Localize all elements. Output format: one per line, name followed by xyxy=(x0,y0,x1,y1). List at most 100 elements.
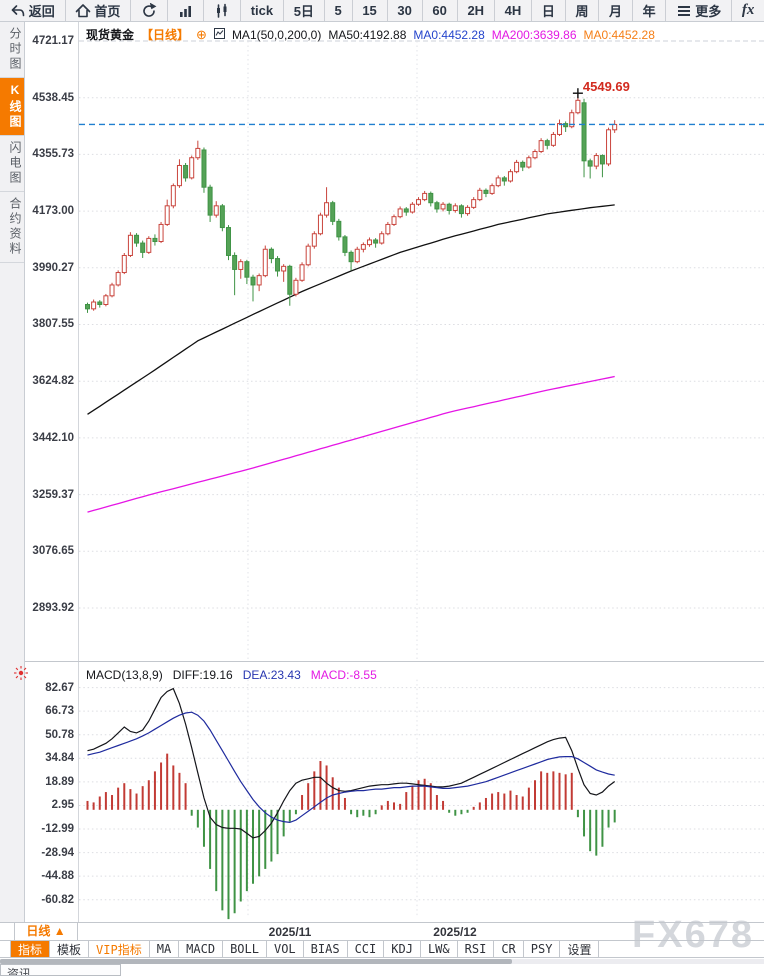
macd-y-tick: -60.82 xyxy=(41,893,74,906)
indicator-tab-设置[interactable]: 设置 xyxy=(560,941,600,957)
high-price-annotation: 4549.69 xyxy=(582,79,630,95)
watermark: FX678 xyxy=(632,914,754,956)
ma200-value: MA200:3639.86 xyxy=(491,27,577,42)
indicator-tab-CCI[interactable]: CCI xyxy=(348,941,385,957)
refresh-icon xyxy=(143,2,157,17)
toolbar-label-h2: 2H xyxy=(467,3,485,18)
main-y-tick: 3624.82 xyxy=(32,375,74,388)
ma0-orange-value: MA0:4452.28 xyxy=(583,27,655,42)
indicator-tab-VIP指标[interactable]: VIP指标 xyxy=(89,941,150,957)
indicator-tab-MA[interactable]: MA xyxy=(150,941,180,957)
toolbar-item-m5[interactable]: 5 xyxy=(325,0,353,21)
toolbar-label-m30: 30 xyxy=(397,3,412,18)
macd-header: MACD(13,8,9) DIFF:19.16 DEA:23.43 MACD:-… xyxy=(86,668,377,682)
toolbar-item-year[interactable]: 年 xyxy=(633,0,667,21)
toolbar-item-month[interactable]: 月 xyxy=(599,0,633,21)
home-icon xyxy=(76,3,91,17)
sidebar-tab-闪电图[interactable]: 闪电图 xyxy=(0,136,24,192)
candlestick-icon xyxy=(217,3,227,18)
x-axis-label: 2025/11 xyxy=(268,925,312,939)
toolbar-item-candlestick[interactable] xyxy=(204,0,241,21)
chart-type-sidebar: 分时图 K线图 闪电图 合约资料 xyxy=(0,22,25,922)
macd-y-tick: 66.73 xyxy=(45,705,74,718)
indicator-tab-BIAS[interactable]: BIAS xyxy=(304,941,348,957)
toolbar-item-m60[interactable]: 60 xyxy=(423,0,458,21)
toolbar-label-more: 更多 xyxy=(695,4,722,19)
toolbar-item-back[interactable]: 返回 xyxy=(0,0,66,21)
indicator-tab-KDJ[interactable]: KDJ xyxy=(384,941,421,957)
toolbar-item-home[interactable]: 首页 xyxy=(66,0,132,21)
macd-y-tick: -28.94 xyxy=(41,846,74,859)
toolbar-label-day: 日 xyxy=(541,4,555,19)
macd-value: MACD:-8.55 xyxy=(310,668,377,682)
indicator-tab-MACD[interactable]: MACD xyxy=(179,941,224,957)
indicator-tab-PSY[interactable]: PSY xyxy=(524,941,561,957)
indicator-tab-LW&[interactable]: LW& xyxy=(421,941,458,957)
toolbar-item-bar-chart[interactable] xyxy=(168,0,205,21)
top-toolbar: 返回 首页 tick 5日 5 15 30 60 2H 4H 日 周 月 年 更多 fx xyxy=(0,0,764,22)
indicator-tab-bar: 指标 模板 VIP指标 MA MACD BOLL VOL BIAS CCI KDJ LW& RSI CR… xyxy=(0,940,764,958)
toolbar-label-m15: 15 xyxy=(362,3,377,18)
macd-dea-value: DEA:23.43 xyxy=(242,668,301,682)
toolbar-item-refresh[interactable] xyxy=(131,0,168,21)
toolbar-item-m30[interactable]: 30 xyxy=(388,0,423,21)
indicator-tab-模板[interactable]: 模板 xyxy=(50,941,90,957)
main-y-tick: 4538.45 xyxy=(32,91,74,104)
x-axis-row: 日线 ▲ 2025/11 2025/12 xyxy=(0,922,764,940)
toolbar-item-more[interactable]: 更多 xyxy=(666,0,733,21)
main-y-tick: 3442.10 xyxy=(32,431,74,444)
add-indicator-icon[interactable]: ⊕ xyxy=(196,26,207,42)
indicator-tab-BOLL[interactable]: BOLL xyxy=(223,941,267,957)
toolbar-label-home: 首页 xyxy=(94,4,121,19)
horizontal-scrollbar[interactable] xyxy=(0,959,764,964)
main-y-tick: 3076.65 xyxy=(32,545,74,558)
toolbar-label-back: 返回 xyxy=(28,4,55,19)
main-y-tick: 4355.73 xyxy=(32,148,74,161)
macd-y-tick: -44.88 xyxy=(41,870,74,883)
main-y-tick: 4173.00 xyxy=(32,205,74,218)
toolbar-item-fx[interactable]: fx xyxy=(732,0,764,21)
main-y-tick: 4721.17 xyxy=(32,35,74,47)
toolbar-item-5d[interactable]: 5日 xyxy=(284,0,325,21)
bar-chart-icon xyxy=(179,5,191,17)
toolbar-label-h4: 4H xyxy=(504,3,522,18)
chart-settings-icon[interactable] xyxy=(213,27,225,42)
toolbar-item-h2[interactable]: 2H xyxy=(458,0,495,21)
macd-params-label: MACD(13,8,9) xyxy=(86,668,163,682)
ma50-value: MA50:4192.88 xyxy=(328,27,407,42)
macd-y-tick: 50.78 xyxy=(45,728,74,741)
main-y-tick: 3990.27 xyxy=(32,261,74,274)
toolbar-item-h4[interactable]: 4H xyxy=(495,0,533,21)
pane-divider[interactable] xyxy=(25,661,764,662)
main-y-tick: 2893.92 xyxy=(32,602,74,614)
indicator-tab-RSI[interactable]: RSI xyxy=(458,941,495,957)
macd-y-tick: 2.95 xyxy=(51,799,74,812)
indicator-tab-指标[interactable]: 指标 xyxy=(10,941,51,957)
toolbar-item-week[interactable]: 周 xyxy=(566,0,600,21)
scrollbar-thumb[interactable] xyxy=(0,959,512,964)
indicator-tab-CR[interactable]: CR xyxy=(494,941,524,957)
indicator-tab-VOL[interactable]: VOL xyxy=(267,941,304,957)
toolbar-label-week: 周 xyxy=(575,4,589,19)
sidebar-tab-分时图[interactable]: 分时图 xyxy=(0,22,24,78)
sidebar-tab-合约资料[interactable]: 合约资料 xyxy=(0,192,24,263)
macd-y-tick: 18.89 xyxy=(45,775,74,788)
news-tab[interactable]: 资讯 xyxy=(0,964,121,976)
toolbar-label-year: 年 xyxy=(642,4,656,19)
toolbar-item-tick[interactable]: tick xyxy=(241,0,284,21)
toolbar-label-5d: 5日 xyxy=(293,4,314,19)
ma-settings-label: MA1(50,0,200,0) xyxy=(231,27,322,42)
toolbar-label-m5: 5 xyxy=(334,3,342,18)
toolbar-label-m60: 60 xyxy=(432,3,447,18)
indicator-flash-icon[interactable] xyxy=(12,664,30,687)
period-selector-button[interactable]: 日线 ▲ xyxy=(14,923,78,940)
toolbar-item-m15[interactable]: 15 xyxy=(353,0,388,21)
x-axis-label: 2025/12 xyxy=(433,925,477,939)
sidebar-tab-K线图[interactable]: K线图 xyxy=(0,78,24,136)
toolbar-item-day[interactable]: 日 xyxy=(532,0,566,21)
toolbar-label-month: 月 xyxy=(609,4,623,19)
period-tag[interactable]: 【日线】 xyxy=(141,28,190,42)
chart-header: 现货黄金 【日线】 ⊕ MA1(50,0,200,0) MA50:4192.88… xyxy=(86,26,655,43)
